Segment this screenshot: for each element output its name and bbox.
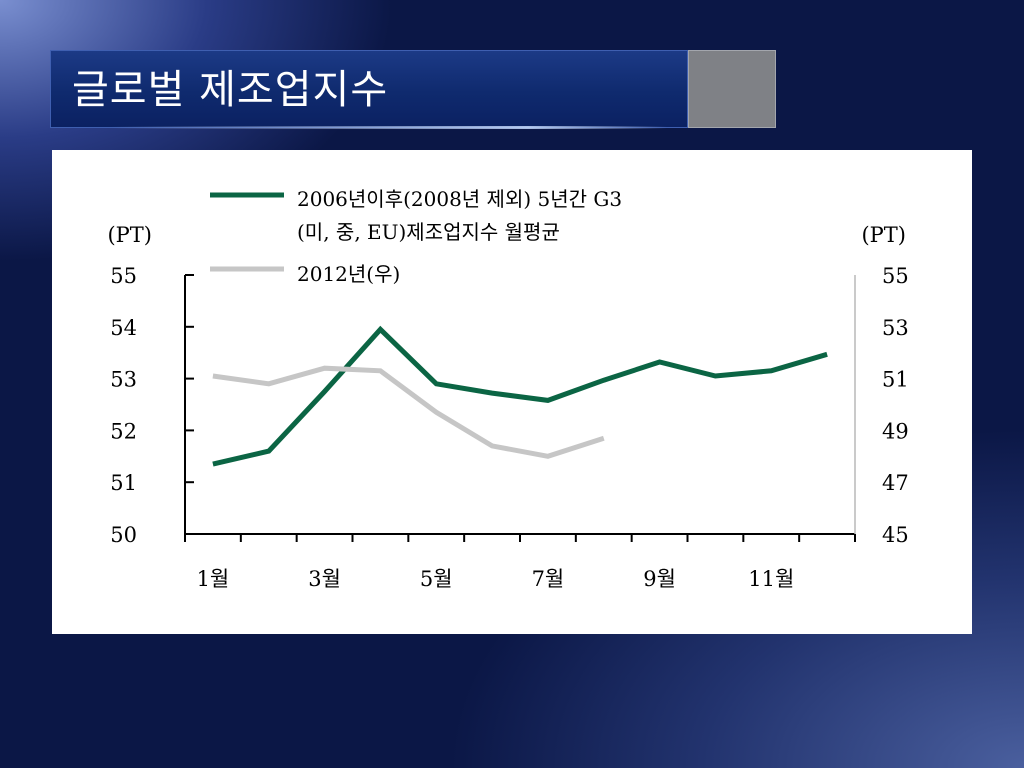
chart-panel: 50 51 52 53 54 55 45 47 49 51 53 55 1월 3월 5월 7월 9월 11월 … [52,150,972,634]
page-title: 글로벌 제조업지수 [72,67,389,113]
right-tick-label: 55 [882,264,909,288]
left-tick-label: 52 [110,419,137,443]
left-tick-label: 51 [110,471,137,495]
x-tick-label: 1월 [197,567,230,591]
x-tick-label: 5월 [420,567,453,591]
title-accent-box [688,50,776,128]
x-ticks: 1월 3월 5월 7월 9월 11월 [184,534,856,591]
right-tick-label: 53 [882,316,909,340]
series-line-2 [212,365,605,459]
series-layer [212,325,828,467]
right-tick-label: 51 [882,368,909,392]
x-tick-label: 3월 [308,567,341,591]
legend: 2006년이후(2008년 제외) 5년간 G3 (미, 중, EU)제조업지수… [210,187,622,286]
left-tick-label: 54 [110,316,137,340]
right-axis-label: (PT) [861,223,906,247]
x-tick-label: 7월 [532,567,565,591]
legend-label-series-1-line-1: 2006년이후(2008년 제외) 5년간 G3 [297,187,622,211]
title-bar [50,50,688,129]
left-tick-label: 50 [110,523,137,547]
legend-label-series-1-line-2: (미, 중, EU)제조업지수 월평균 [297,220,560,244]
chart-axes [184,275,856,535]
left-y-ticks: 50 51 52 53 54 55 [110,264,194,547]
legend-label-series-2: 2012년(우) [297,262,400,286]
right-tick-label: 49 [882,419,909,443]
x-tick-label: 11월 [748,567,794,591]
left-axis-label: (PT) [107,223,152,247]
x-tick-label: 9월 [643,567,676,591]
series-line-1 [212,325,828,467]
left-tick-label: 55 [110,264,137,288]
left-tick-label: 53 [110,368,137,392]
right-tick-label: 47 [882,471,909,495]
right-tick-label: 45 [882,523,909,547]
right-y-ticks: 45 47 49 51 53 55 [882,264,909,547]
